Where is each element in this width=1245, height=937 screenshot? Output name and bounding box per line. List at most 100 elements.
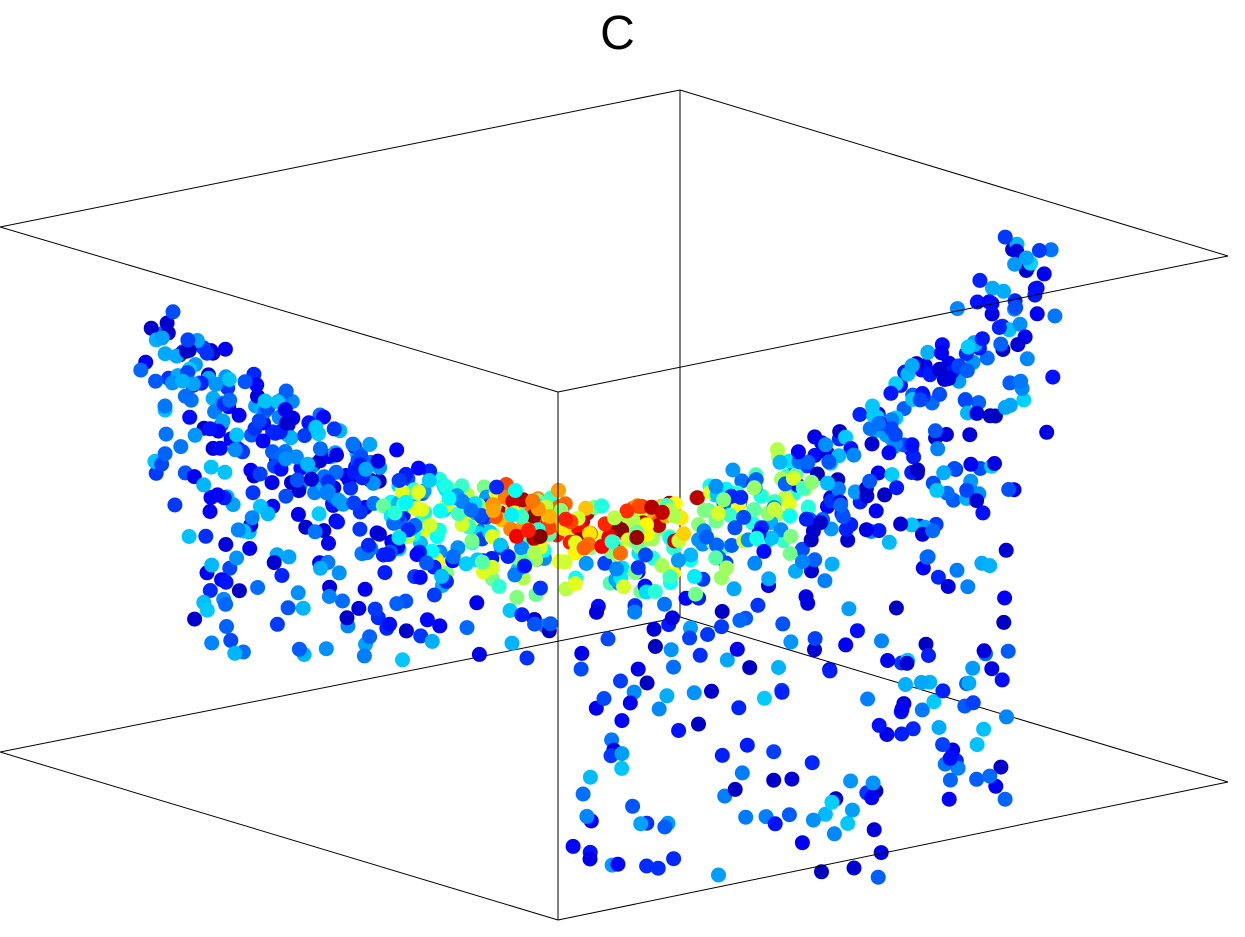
scatter-point [1036,266,1052,282]
scatter-point [729,641,745,657]
scatter-point [575,786,591,802]
scatter-point [666,851,682,867]
scatter-point [616,579,632,595]
scatter-point [290,585,306,601]
scatter-point [708,550,724,566]
scatter-point [719,560,734,576]
scatter-point [542,508,558,524]
scatter-point [607,510,622,526]
scatter-point [517,558,532,574]
scatter-point [219,619,234,634]
scatter-point [532,580,548,596]
scatter-point [489,479,505,495]
scatter-point [421,473,437,488]
scatter-point [871,523,887,539]
scatter-point [804,755,820,771]
scatter-point [826,826,842,842]
scatter-point [999,709,1014,725]
scatter-point [352,521,368,537]
scatter-point [657,819,673,835]
scatter-point [865,775,881,791]
scatter-point [245,485,261,501]
scatter-point [769,442,785,458]
scatter-point [331,492,346,508]
scatter-point [974,331,990,347]
scatter-point [993,336,1009,352]
scatter-point [843,773,859,789]
scatter-point [604,534,620,550]
scatter-point [391,473,407,488]
scatter-point [783,528,799,544]
scatter-point [278,451,294,467]
scatter-point [833,497,849,513]
scatter-point [731,700,747,716]
scatter-point [638,547,653,563]
scatter-point [312,560,328,576]
scatter-point [884,467,900,483]
scatter-point [362,436,378,452]
scatter-point [319,485,334,501]
scatter-point [1045,369,1061,385]
scatter-point [173,439,189,455]
scatter-point [187,611,203,627]
scatter-point [227,645,243,661]
scatter-point [424,543,440,559]
scatter-point [732,612,748,628]
scatter-point [959,482,975,498]
scatter-point [345,436,361,452]
scatter-point [969,405,985,421]
scatter-point [509,589,525,605]
scatter-point [852,407,868,422]
scatter-point [963,456,979,472]
scatter-point [969,493,985,509]
scatter-point [960,579,976,595]
scatter-point [557,554,573,570]
scatter-point [889,480,905,496]
scatter-point [766,772,782,788]
scatter-point [582,851,598,867]
scatter-point [411,484,426,500]
scatter-point [905,721,921,737]
scatter-point [398,494,414,510]
scatter-point [519,650,535,666]
scatter-point [458,556,474,572]
scatter-point [846,860,862,876]
scatter-point [932,361,947,377]
scatter-point [231,407,247,423]
scatter-point [307,524,323,540]
scatter-point [798,511,814,527]
scatter-point [1029,280,1045,296]
scatter-point [613,673,628,689]
scatter-point [1007,256,1023,272]
scatter-point [1047,308,1063,324]
chart-title: C [600,7,635,60]
scatter-point [280,600,296,616]
scatter-point [913,675,929,690]
scatter-point [969,771,985,787]
scatter-point [212,440,228,456]
scatter-point [654,504,670,520]
scatter-point [532,529,548,544]
scatter-point [775,616,791,632]
scatter-point [871,717,887,733]
scatter-point [804,474,819,490]
scatter-point [514,540,529,556]
scatter-point [805,812,821,828]
scatter-point [300,456,316,472]
scatter-point [157,346,173,362]
scatter-point [558,511,574,527]
scatter-point [930,569,946,585]
scatter-point [198,528,214,544]
scatter-point [614,760,630,776]
scatter-point [965,695,981,711]
scatter-point [330,514,345,530]
scatter-point [1008,300,1024,315]
scatter-point [724,538,740,553]
scatter-point [202,421,218,437]
scatter-point [346,495,362,511]
scatter-point [266,555,282,571]
scatter-point [308,419,324,435]
scatter-point [692,647,708,663]
scatter-point [699,529,714,545]
scatter-point [800,499,816,515]
